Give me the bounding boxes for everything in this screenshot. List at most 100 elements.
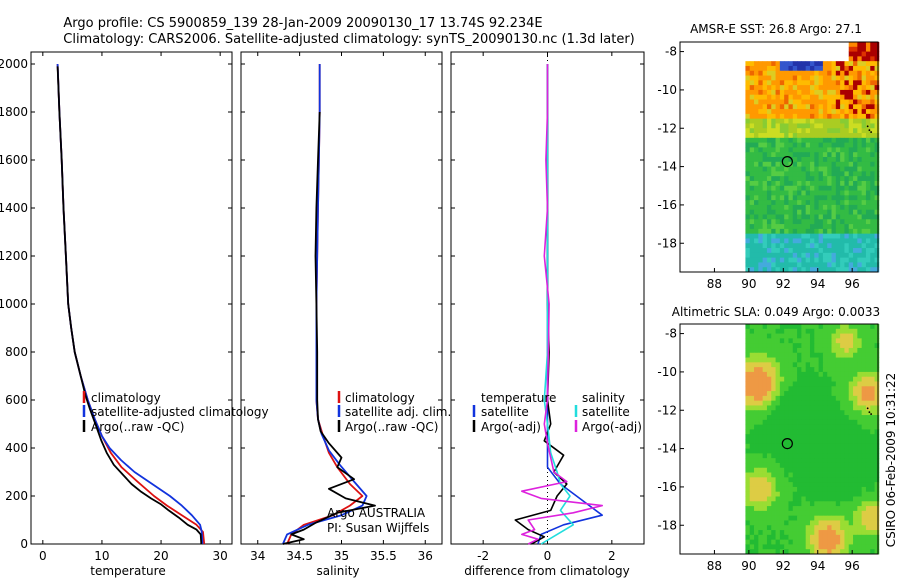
heatmap-cell	[784, 395, 789, 402]
heatmap-cell	[844, 482, 850, 488]
heatmap-cell	[788, 448, 794, 454]
heatmap-cell	[870, 142, 875, 148]
heatmap-cell	[779, 544, 785, 550]
heatmap-cell	[758, 113, 764, 120]
heatmap-cell	[831, 405, 837, 411]
heatmap-cell	[797, 109, 802, 115]
heatmap-cell	[771, 515, 776, 521]
heatmap-cell	[822, 142, 828, 148]
heatmap-cell	[857, 371, 863, 378]
heatmap-cell	[775, 467, 781, 473]
heatmap-cell	[775, 267, 781, 273]
heatmap-cell	[844, 367, 850, 373]
heatmap-cell	[749, 190, 755, 196]
heatmap-cell	[853, 157, 858, 163]
heatmap-cell	[848, 51, 854, 57]
heatmap-cell	[792, 400, 798, 406]
heatmap-cell	[762, 209, 768, 215]
heatmap-cell	[766, 219, 772, 225]
heatmap-cell	[766, 85, 772, 91]
heatmap-cell	[827, 147, 832, 153]
heatmap-cell	[835, 195, 841, 201]
heatmap-cell	[758, 443, 764, 449]
heatmap-cell	[814, 534, 819, 541]
heatmap-cell	[853, 252, 858, 259]
heatmap-cell	[792, 157, 798, 163]
heatmap-cell	[805, 257, 811, 263]
heatmap-cell	[853, 113, 858, 120]
heatmap-cell	[844, 65, 850, 72]
heatmap-cell	[853, 415, 858, 421]
heatmap-cell	[870, 252, 875, 259]
heatmap-cell	[874, 371, 880, 378]
heatmap-cell	[758, 386, 764, 392]
heatmap-cell	[835, 357, 841, 363]
heatmap-cell	[771, 429, 776, 435]
heatmap-cell	[766, 214, 772, 220]
heatmap-cell	[818, 123, 824, 129]
heatmap-cell	[784, 257, 789, 263]
heatmap-cell	[766, 257, 772, 263]
heatmap-cell	[801, 352, 807, 358]
heatmap-cell	[865, 434, 871, 440]
heatmap-cell	[831, 525, 837, 531]
heatmap-cell	[771, 453, 776, 459]
heatmap-cell	[749, 161, 755, 167]
heatmap-cell	[814, 137, 819, 144]
heatmap-cell	[792, 204, 798, 211]
heatmap-cell	[766, 415, 772, 421]
heatmap-cell	[874, 415, 880, 421]
heatmap-cell	[874, 252, 880, 259]
heatmap-cell	[818, 85, 824, 91]
heatmap-cell	[818, 486, 824, 493]
heatmap-cell	[779, 448, 785, 454]
heatmap-cell	[797, 467, 802, 473]
heatmap-cell	[870, 209, 875, 215]
heatmap-cell	[797, 496, 802, 502]
heatmap-cell	[792, 371, 798, 378]
heatmap-cell	[861, 109, 867, 115]
heatmap-cell	[762, 424, 768, 430]
heatmap-cell	[749, 362, 755, 368]
heatmap-cell	[861, 80, 867, 86]
heatmap-cell	[809, 371, 815, 378]
heatmap-cell	[805, 75, 811, 81]
heatmap-cell	[853, 462, 858, 469]
heatmap-cell	[801, 70, 807, 76]
heatmap-cell	[805, 486, 811, 493]
heatmap-cell	[809, 190, 815, 196]
heatmap-cell	[831, 209, 837, 215]
heatmap-cell	[809, 147, 815, 153]
heatmap-cell	[788, 109, 794, 115]
heatmap-cell	[758, 238, 764, 244]
heatmap-cell	[754, 328, 759, 334]
heatmap-cell	[762, 123, 768, 129]
heatmap-cell	[827, 352, 832, 358]
heatmap-cell	[848, 419, 854, 426]
heatmap-cell	[797, 376, 802, 382]
heatmap-cell	[870, 56, 875, 62]
heatmap-cell	[775, 61, 781, 67]
heatmap-cell	[848, 128, 854, 134]
heatmap-cell	[861, 419, 867, 426]
heatmap-cell	[784, 147, 789, 153]
heatmap-cell	[792, 152, 798, 158]
heatmap-cell	[865, 204, 871, 211]
heatmap-cell	[822, 486, 828, 493]
heatmap-cell	[775, 338, 781, 344]
heatmap-cell	[835, 176, 841, 182]
heatmap-cell	[857, 104, 863, 110]
heatmap-cell	[818, 157, 824, 163]
heatmap-cell	[853, 510, 858, 517]
heatmap-cell	[771, 343, 776, 349]
heatmap-cell	[822, 467, 828, 473]
heatmap-cell	[827, 472, 832, 478]
heatmap-cell	[844, 180, 850, 187]
heatmap-cell	[809, 544, 815, 550]
heatmap-cell	[840, 400, 845, 406]
heatmap-cell	[840, 157, 845, 163]
heatmap-cell	[805, 180, 811, 187]
heatmap-cell	[844, 391, 850, 397]
heatmap-cell	[792, 510, 798, 517]
heatmap-cell	[831, 65, 837, 72]
